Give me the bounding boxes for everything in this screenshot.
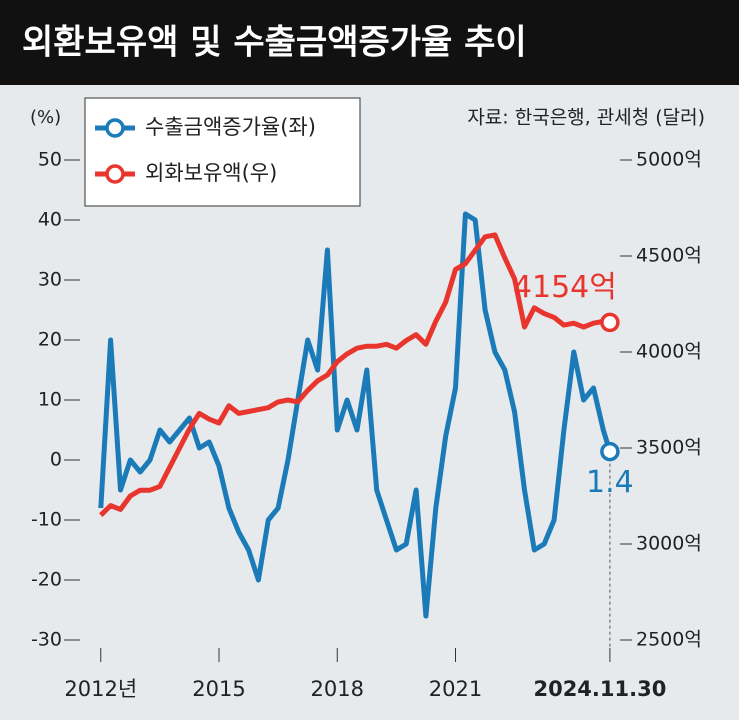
y2-tick-label: 3500억 [636,437,702,459]
value-label: 4154억 [513,270,617,305]
y-tick-label: 30 [38,269,62,291]
y2-tick-label: 3000억 [636,533,702,555]
legend-label: 수출금액증가율(좌) [145,115,316,139]
y-axis-label: (%) [30,107,61,128]
title-bar [0,0,739,85]
y-tick-label: 40 [38,209,62,231]
end-marker [600,441,620,462]
y2-tick-label: 4000억 [636,341,702,363]
y2-tick-label: 5000억 [636,149,702,171]
y-tick-label: 20 [38,329,62,351]
source: 자료: 한국은행, 관세청 (달러) [467,107,705,129]
y-tick-label: 50 [38,149,62,171]
legend-marker [105,118,125,138]
chart-title: 외환보유액 및 수출금액증가율 추이 [22,23,527,63]
y-tick-label: -20 [31,569,62,591]
x-tick-label: 2012년 [64,677,137,701]
legend [84,97,361,207]
y2-tick-label: 4500억 [636,245,702,267]
y-tick-label: -10 [31,509,62,531]
series-line [99,232,611,517]
legend-marker [105,164,125,184]
y-tick-label: 10 [38,389,62,411]
x-tick-label: 2024.11.30 [533,677,666,701]
series-line [98,211,613,619]
y-tick-label: 0 [50,449,62,471]
legend-label: 외화보유액(우) [145,161,277,185]
y-tick-label: -30 [31,629,62,651]
y2-tick-label: 2500억 [636,629,702,651]
end-marker [600,312,620,333]
x-tick-label: 2018 [311,677,364,701]
x-tick-label: 2015 [192,677,245,701]
value-label: 1.4 [586,465,634,500]
x-tick-label: 2021 [429,677,482,701]
